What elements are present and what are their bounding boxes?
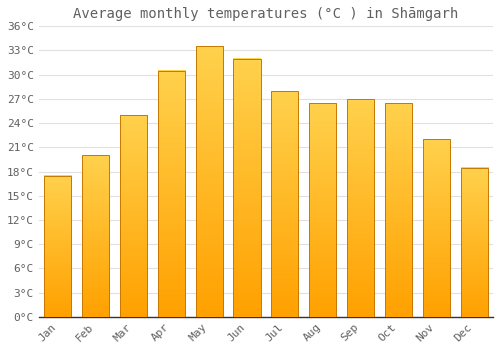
Bar (309, 103, 336, 317)
Bar (44, 176, 72, 317)
Bar (271, 91, 298, 317)
Bar (460, 168, 488, 317)
Bar (82, 155, 109, 317)
Bar (234, 58, 260, 317)
Title: Average monthly temperatures (°C ) in Shāmgarh: Average monthly temperatures (°C ) in Sh… (74, 7, 458, 21)
Bar (385, 103, 412, 317)
Bar (158, 71, 185, 317)
Bar (422, 139, 450, 317)
Bar (347, 99, 374, 317)
Bar (196, 47, 223, 317)
Bar (120, 115, 147, 317)
